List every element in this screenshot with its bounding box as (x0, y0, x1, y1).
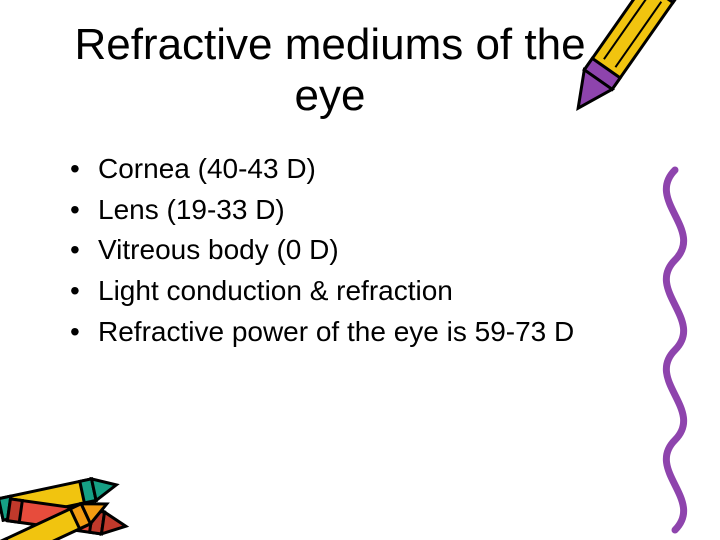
crayon-pile-icon (0, 440, 160, 540)
list-item: Light conduction & refraction (70, 271, 600, 312)
list-item: Lens (19-33 D) (70, 190, 600, 231)
slide: Refractive mediums of the eye Cornea (40… (0, 0, 720, 540)
squiggle-icon (640, 165, 710, 535)
slide-title: Refractive mediums of the eye (60, 20, 600, 121)
list-item: Cornea (40-43 D) (70, 149, 600, 190)
list-item: Vitreous body (0 D) (70, 230, 600, 271)
list-item: Refractive power of the eye is 59-73 D (70, 312, 600, 353)
bullet-list: Cornea (40-43 D) Lens (19-33 D) Vitreous… (60, 149, 600, 352)
